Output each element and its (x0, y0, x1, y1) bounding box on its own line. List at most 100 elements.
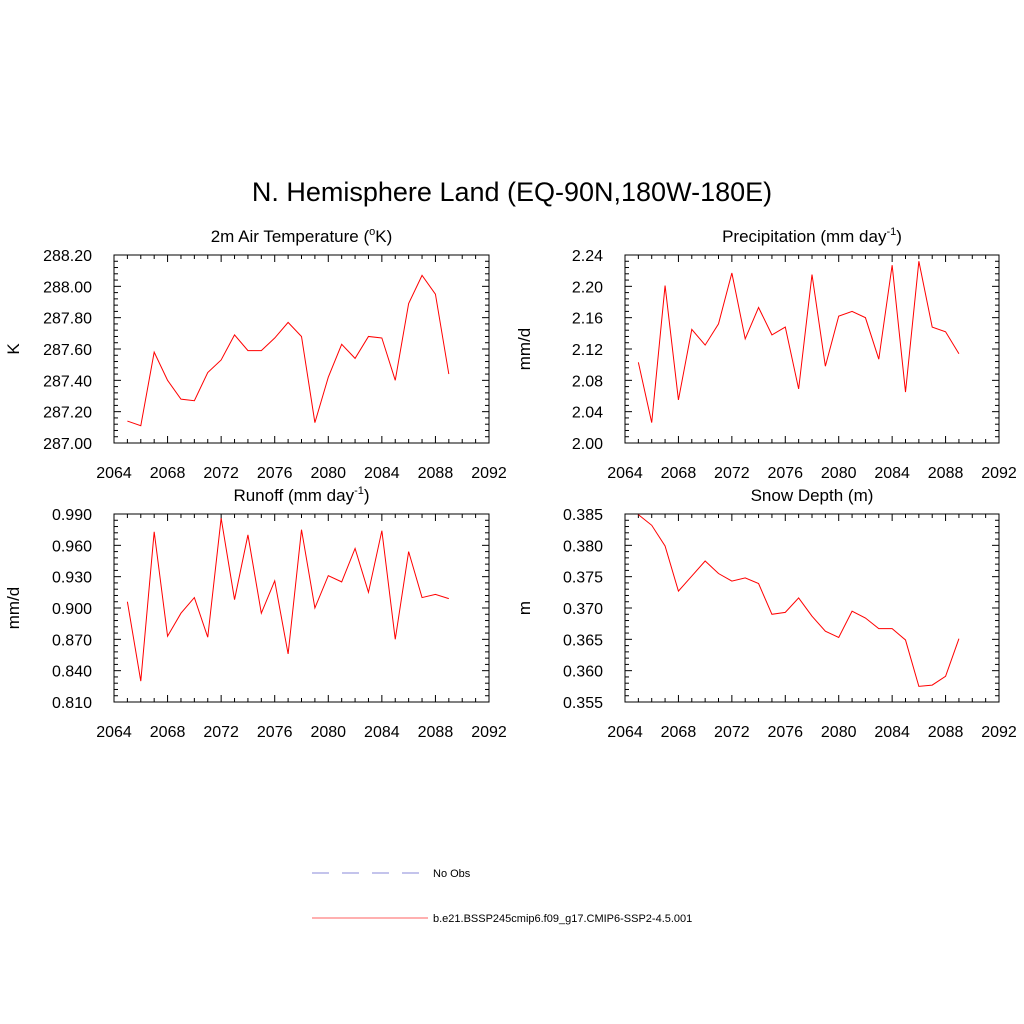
x-tick-label: 2072 (714, 724, 750, 741)
y-tick-label: 287.20 (43, 405, 92, 422)
y-tick-label: 287.80 (43, 311, 92, 328)
panel-title-main: Snow Depth (m) (751, 486, 874, 505)
data-point (261, 613, 262, 614)
y-tick-label: 0.370 (563, 601, 603, 618)
data-point (718, 323, 719, 324)
data-point (381, 530, 382, 531)
chart-panel-3: Runoff (mm day-1) mm/d 2064 2068 2072 2076 208… (4, 485, 507, 741)
data-point (234, 599, 235, 600)
panel-title-end: ) (364, 486, 370, 505)
y-axis-label: mm/d (515, 328, 534, 371)
x-tick-label: 2076 (257, 724, 293, 741)
y-tick-label: 0.360 (563, 664, 603, 681)
legend-label: b.e21.BSSP245cmip6.f09_g17.CMIP6-SSP2-4.… (433, 913, 692, 925)
data-point (207, 372, 208, 373)
data-point (731, 580, 732, 581)
y-axis-label: K (4, 343, 23, 355)
data-point (811, 616, 812, 617)
data-point (167, 636, 168, 637)
data-point (127, 420, 128, 421)
data-point (851, 311, 852, 312)
y-tick-label: 0.375 (563, 570, 603, 587)
legend-item: No Obs (312, 868, 471, 880)
panel-title-end: K) (375, 227, 392, 246)
x-tick-label: 2072 (203, 724, 239, 741)
y-axis-label: mm/d (4, 587, 23, 630)
data-point (932, 684, 933, 685)
x-tick-label: 2068 (661, 724, 697, 741)
panel-title-main: Runoff (mm day (233, 486, 354, 505)
data-point (745, 577, 746, 578)
data-point (288, 653, 289, 654)
y-tick-label: 2.20 (572, 279, 603, 296)
data-point (785, 326, 786, 327)
x-tick-label: 2084 (364, 465, 400, 482)
data-point (825, 631, 826, 632)
data-point (838, 637, 839, 638)
y-axis-label: m (515, 601, 534, 615)
data-point (811, 274, 812, 275)
data-point (435, 594, 436, 595)
data-point (408, 303, 409, 304)
data-point (154, 352, 155, 353)
data-point (878, 359, 879, 360)
x-tick-label: 2076 (257, 465, 293, 482)
data-point (678, 399, 679, 400)
data-point (825, 366, 826, 367)
x-tick-label: 2088 (418, 724, 454, 741)
chart-panel-1: 2m Air Temperature (oK) K 2064 2068 2072 2076… (4, 226, 507, 482)
data-point (328, 377, 329, 378)
y-tick-label: 0.990 (52, 507, 92, 524)
data-point (207, 637, 208, 638)
x-tick-label: 2064 (96, 724, 132, 741)
figure-title: N. Hemisphere Land (EQ-90N,180W-180E) (252, 177, 772, 207)
x-tick-label: 2092 (471, 465, 507, 482)
data-point (731, 272, 732, 273)
data-point (167, 380, 168, 381)
data-point (651, 422, 652, 423)
data-point (301, 529, 302, 530)
data-point (341, 581, 342, 582)
legend: No Obs b.e21.BSSP245cmip6.f09_g17.CMIP6-S… (312, 868, 692, 925)
x-tick-label: 2092 (981, 465, 1017, 482)
data-point (194, 597, 195, 598)
data-point (341, 344, 342, 345)
x-tick-label: 2092 (471, 724, 507, 741)
plot-frame (624, 254, 1000, 444)
x-tick-label: 2080 (310, 724, 346, 741)
data-point (865, 617, 866, 618)
panel-title-main: Precipitation (mm day (722, 227, 887, 246)
panel-title: 2m Air Temperature (oK) (211, 226, 393, 246)
data-point (945, 676, 946, 677)
y-tick-label: 2.12 (572, 342, 603, 359)
data-point (745, 338, 746, 339)
data-point (932, 326, 933, 327)
data-point (395, 380, 396, 381)
data-point (354, 358, 355, 359)
series-line (637, 261, 960, 423)
x-tick-label: 2080 (310, 465, 346, 482)
data-point (785, 612, 786, 613)
data-point (958, 638, 959, 639)
data-point (664, 545, 665, 546)
x-tick-label: 2080 (821, 465, 857, 482)
data-point (892, 265, 893, 266)
x-tick-label: 2076 (767, 724, 803, 741)
series-line (127, 274, 450, 427)
y-tick-label: 0.365 (563, 632, 603, 649)
plot-frame (113, 513, 490, 703)
x-tick-label: 2088 (418, 465, 454, 482)
y-tick-label: 0.355 (563, 695, 603, 712)
data-point (274, 580, 275, 581)
data-point (180, 613, 181, 614)
y-tick-label: 287.60 (43, 342, 92, 359)
data-point (314, 607, 315, 608)
data-point (221, 359, 222, 360)
y-tick-label: 288.20 (43, 248, 92, 265)
data-point (678, 590, 679, 591)
x-tick-label: 2068 (150, 724, 186, 741)
y-tick-label: 0.810 (52, 695, 92, 712)
y-tick-label: 0.900 (52, 601, 92, 618)
data-point (234, 334, 235, 335)
y-tick-label: 2.24 (572, 248, 603, 265)
